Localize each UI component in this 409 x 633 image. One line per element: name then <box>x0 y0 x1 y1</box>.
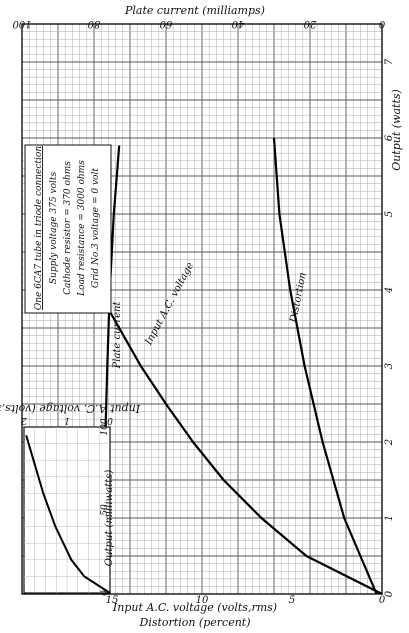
output-tick-label: 0 <box>384 590 395 597</box>
inset-chart: 0 1 2 0 50 100 <box>21 415 113 596</box>
plate-tick-label: 80 <box>87 18 100 29</box>
series-line-distortion <box>272 137 378 595</box>
plate-axis-title: Plate current (milliamps) <box>124 4 265 17</box>
annotation-line-3: Cathode resistor = 370 ohms <box>63 161 73 295</box>
distortion-axis-title: Distortion (percent) <box>139 616 251 629</box>
output-tick-label: 2 <box>384 439 395 446</box>
input-tick-label: 0 <box>379 595 386 606</box>
annotation-line-1: One 6CA7 tube in triode connection <box>34 146 44 310</box>
inset-input-tick-label: 1 <box>64 415 70 425</box>
output-tick-label: 7 <box>384 58 395 65</box>
inset-output-tick-label: 100 <box>100 418 110 435</box>
annotation-line-4: Load resistance = 3000 ohms <box>77 160 87 297</box>
output-tick-label: 3 <box>384 363 395 369</box>
plate-tick-label: 60 <box>159 18 172 29</box>
input-axis-title: Input A.C. voltage (volts,rms) <box>112 601 277 614</box>
inset-ylabel: Input A.C. voltage (volts,rms) <box>0 402 141 415</box>
annotation-line-2: Supply voltage 375 volts <box>49 171 59 284</box>
inset-input-tick-label: 0 <box>107 415 113 425</box>
plot-border <box>21 23 383 595</box>
inset-series-line <box>25 435 111 594</box>
input-tick-label: 15 <box>106 595 119 606</box>
inset-xlabel: Output (milliwatts) <box>104 470 115 567</box>
plate-current-label: Plate current <box>112 301 123 370</box>
output-tick-label: 5 <box>384 211 395 217</box>
output-tick-label: 1 <box>384 515 395 521</box>
plate-tick-label: 100 <box>12 18 32 29</box>
output-axis-title: Output (watts) <box>390 89 403 171</box>
annotation-line-5: Grid No.3 voltage = 0 volt <box>91 168 101 288</box>
plate-tick-label: 20 <box>303 18 317 29</box>
inset-output-tick-label: 0 <box>100 590 110 596</box>
annotation-box <box>24 144 112 314</box>
output-tick-label: 6 <box>384 134 395 141</box>
plate-tick-label: 0 <box>378 18 385 29</box>
plot-frame <box>21 23 383 595</box>
input-tick-label: 10 <box>196 595 209 606</box>
inset-output-tick-label: 50 <box>100 504 110 516</box>
input-voltage-label: Input A.C. voltage <box>143 261 196 348</box>
inset-input-tick-label: 2 <box>21 415 28 425</box>
plate-tick-label: 40 <box>231 18 245 29</box>
output-tick-label: 4 <box>384 287 395 294</box>
input-tick-label: 5 <box>289 595 295 606</box>
